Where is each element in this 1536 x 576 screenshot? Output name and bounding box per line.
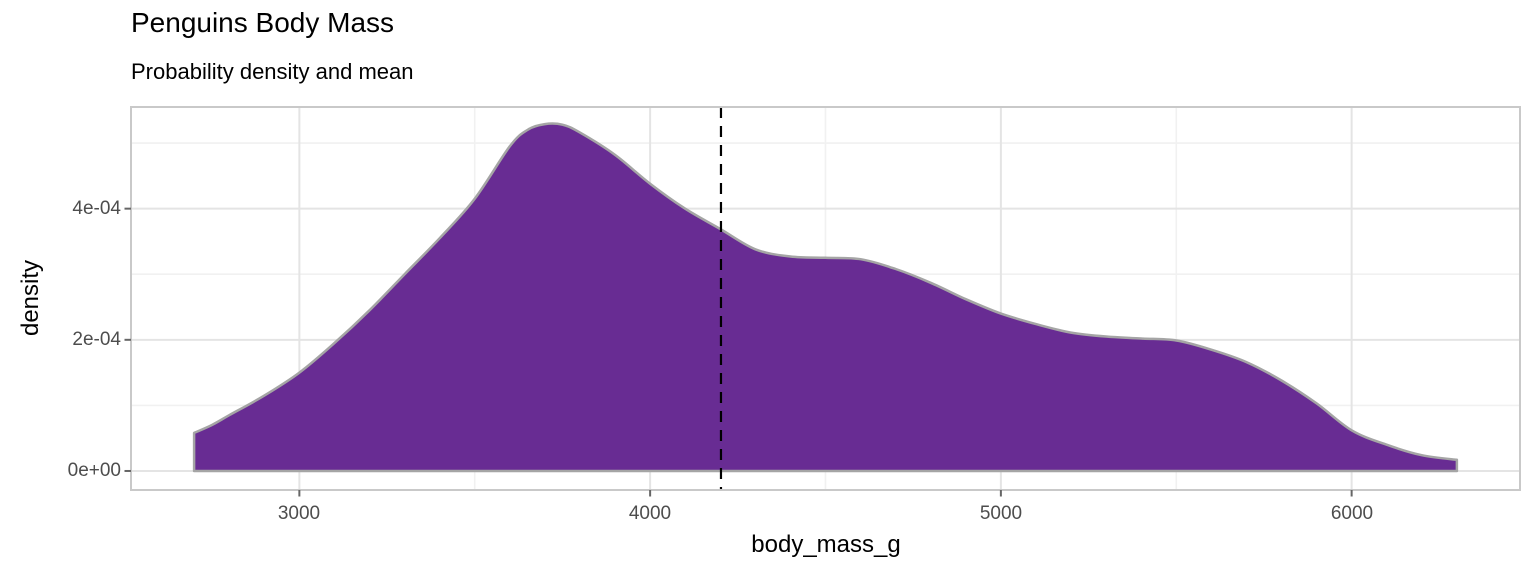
x-axis-title: body_mass_g [751,531,901,558]
y-tick-label: 4e-04 [72,198,121,219]
density-area [192,122,1459,473]
x-tick-label: 3000 [277,503,321,524]
plot-title: Penguins Body Mass [131,7,395,38]
y-tick-label: 2e-04 [72,329,121,350]
x-tick-label: 5000 [979,503,1023,524]
panel-border [130,106,1521,491]
y-tick-label: 0e+00 [67,460,121,481]
x-tick-label: 6000 [1330,503,1374,524]
plot-subtitle: Probability density and mean [131,59,414,84]
x-tick-label: 4000 [628,503,672,524]
